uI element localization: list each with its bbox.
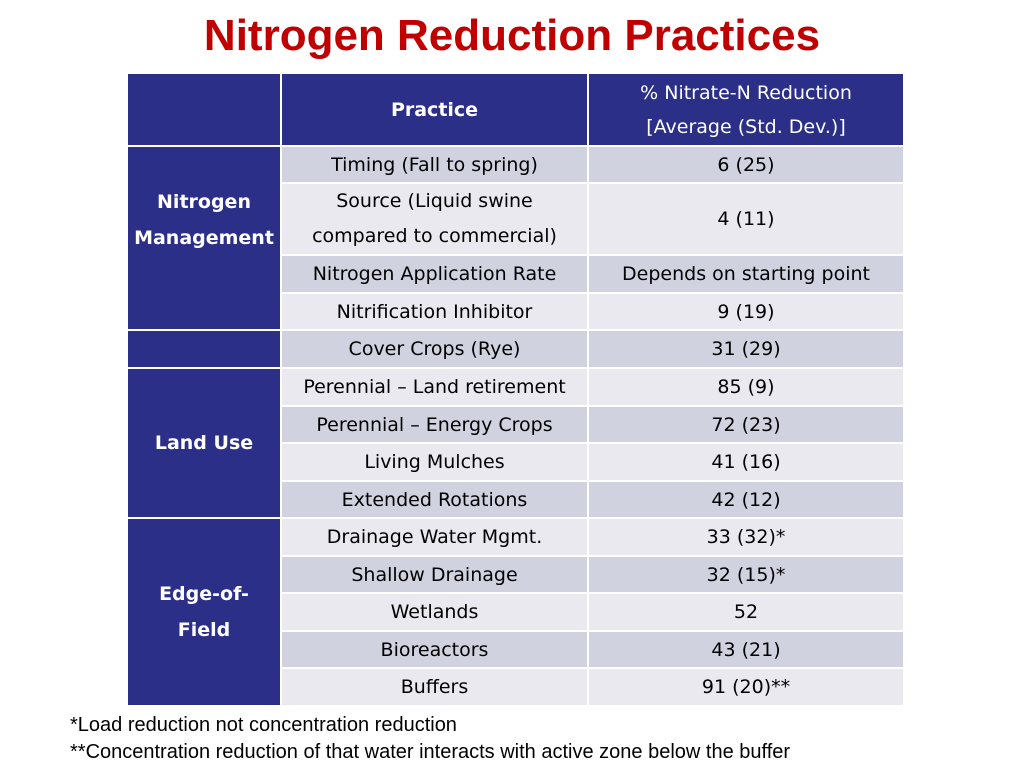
practice-cell: Perennial – Energy Crops: [281, 406, 589, 444]
practice-cell: Wetlands: [281, 593, 589, 632]
reduction-cell: 52: [588, 593, 903, 632]
practice-cell: Nitrogen Application Rate: [281, 255, 589, 294]
reduction-cell: 9 (19): [588, 293, 903, 331]
footnotes: *Load reduction not concentration reduct…: [70, 712, 790, 766]
reduction-cell: 31 (29): [588, 330, 903, 369]
table-row: Nitrogen Application Rate Depends on sta…: [128, 255, 903, 294]
practice-cell: Extended Rotations: [281, 481, 589, 519]
page-title: Nitrogen Reduction Practices: [203, 11, 821, 60]
header-reduction-line2: [Average (Std. Dev.)]: [646, 115, 846, 138]
practice-cell: Shallow Drainage: [281, 556, 589, 594]
practice-cell: Perennial – Land retirement: [281, 368, 589, 407]
reduction-cell: 41 (16): [588, 443, 903, 482]
table-row: Land Use Perennial – Land retirement 85 …: [128, 368, 903, 519]
table-row: Nitrogen Management Timing (Fall to spri…: [128, 146, 903, 331]
nitrogen-practices-table: Practice % Nitrate-N Reduction [Average …: [128, 74, 903, 707]
reduction-cell: 32 (15)*: [588, 556, 903, 594]
reduction-cell: 43 (21): [588, 631, 903, 669]
practice-cell: Bioreactors: [281, 631, 589, 669]
category-edge-of-field: Edge-of-Field: [128, 518, 282, 707]
footnote-concentration: **Concentration reduction of that water …: [70, 741, 791, 763]
header-reduction-line1: % Nitrate-N Reduction: [640, 81, 852, 104]
table-row: Cover Crops (Rye) 31 (29): [128, 330, 903, 369]
practice-cell: Buffers: [281, 668, 589, 707]
reduction-cell: 6 (25): [588, 146, 903, 184]
header-reduction: % Nitrate-N Reduction [Average (Std. Dev…: [588, 74, 903, 147]
category-nitrogen-management: Nitrogen Management: [128, 146, 282, 331]
practice-cell: Living Mulches: [281, 443, 589, 482]
reduction-cell: 4 (11): [588, 183, 903, 256]
reduction-cell: 33 (32)*: [588, 518, 903, 557]
practice-cell: Drainage Water Mgmt.: [281, 518, 589, 557]
practice-cell: Timing (Fall to spring): [281, 146, 589, 184]
header-practice: Practice: [281, 74, 589, 147]
practice-cell: Cover Crops (Rye): [281, 330, 589, 369]
reduction-cell: 85 (9): [588, 368, 903, 407]
practice-cell: Source (Liquid swine compared to commerc…: [281, 183, 589, 256]
footnote-load: *Load reduction not concentration reduct…: [70, 714, 457, 736]
header-category: [128, 74, 282, 147]
practice-cell: Nitrification Inhibitor: [281, 293, 589, 331]
category-land-use: Land Use: [128, 368, 282, 519]
table-header-row: Practice % Nitrate-N Reduction [Average …: [128, 74, 903, 147]
reduction-cell: 42 (12): [588, 481, 903, 519]
reduction-cell: 91 (20)**: [588, 668, 903, 707]
table-row: Edge-of-Field Drainage Water Mgmt. 33 (3…: [128, 518, 903, 707]
reduction-cell: Depends on starting point: [588, 255, 903, 294]
reduction-cell: 72 (23): [588, 406, 903, 444]
table-row: Source (Liquid swine compared to commerc…: [128, 183, 903, 256]
category-empty: [128, 330, 282, 369]
